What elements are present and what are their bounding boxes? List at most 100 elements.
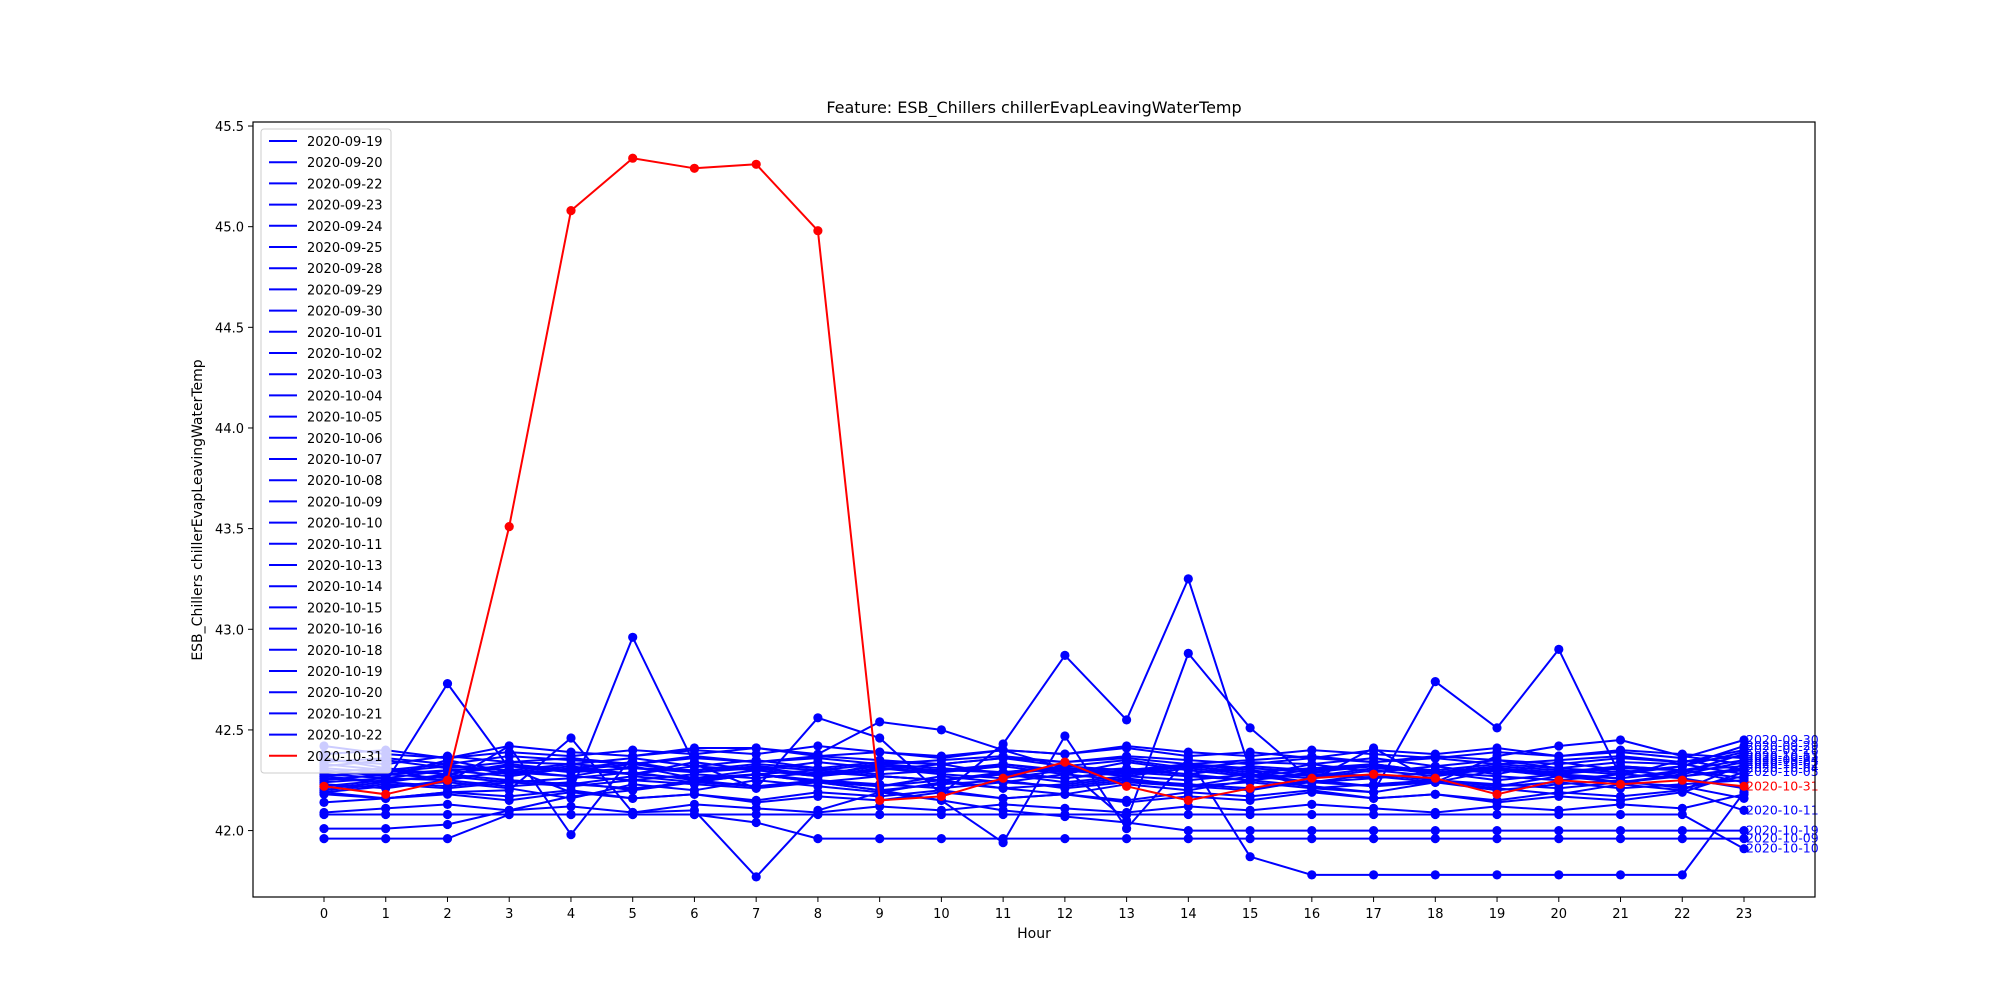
legend-label: 2020-10-20 (307, 686, 383, 701)
end-label: 2020-10-04 (1746, 760, 1819, 775)
y-axis-label: ESB_Chillers chillerEvapLeavingWaterTemp (190, 359, 206, 660)
data-point (1430, 751, 1440, 761)
data-point (1492, 751, 1502, 761)
legend-label: 2020-10-22 (307, 729, 383, 744)
data-point (998, 745, 1008, 755)
data-point (1307, 783, 1317, 793)
data-point (504, 522, 514, 532)
data-point (1307, 799, 1317, 810)
data-point (381, 809, 391, 820)
data-point (1183, 834, 1193, 844)
data-point (442, 809, 453, 820)
series-2020-10-22 (319, 731, 1749, 882)
data-point (1245, 826, 1255, 836)
data-point (936, 751, 947, 761)
data-point (1183, 574, 1193, 584)
data-point (689, 805, 700, 816)
legend-label: 2020-10-18 (307, 644, 383, 659)
end-label: 2020-09-24 (1746, 752, 1819, 767)
data-point (1122, 771, 1132, 781)
data-point (1430, 761, 1440, 771)
series-line (323, 767, 1745, 784)
data-point (1307, 759, 1317, 769)
legend-entry: 2020-10-14 (269, 580, 383, 595)
data-point (1122, 755, 1132, 765)
x-tick-label: 12 (1057, 907, 1074, 922)
data-point (319, 824, 329, 834)
x-tick-label: 19 (1489, 907, 1506, 922)
data-point (1183, 809, 1193, 820)
end-label: 2020-09-28 (1746, 742, 1819, 757)
end-label: 2020-10-05 (1746, 764, 1819, 779)
legend-entry: 2020-10-16 (269, 623, 383, 638)
x-tick-label: 5 (629, 907, 637, 922)
data-point (1245, 791, 1255, 802)
data-point (566, 809, 576, 820)
data-point (628, 632, 638, 642)
data-point (875, 757, 885, 767)
data-point (1677, 751, 1687, 761)
legend-entry: 2020-10-06 (269, 432, 383, 447)
data-point (566, 733, 576, 743)
data-point (381, 789, 391, 799)
data-point (1122, 795, 1132, 806)
data-point (813, 834, 823, 844)
legend-entry: 2020-09-22 (269, 177, 383, 192)
x-tick-label: 8 (814, 907, 822, 922)
data-point (1183, 787, 1193, 797)
legend-entry: 2020-10-21 (269, 707, 383, 722)
data-point (1677, 809, 1687, 820)
data-point (751, 872, 761, 882)
data-point (1060, 781, 1070, 791)
legend-label: 2020-09-25 (307, 241, 383, 256)
x-tick-label: 23 (1736, 907, 1753, 922)
legend-entry: 2020-10-18 (269, 644, 383, 659)
data-point (1369, 809, 1379, 820)
x-tick-label: 3 (505, 907, 513, 922)
legend-label: 2020-09-20 (307, 156, 383, 171)
data-point (319, 797, 329, 808)
series-line (323, 157, 1745, 802)
data-point (1245, 765, 1255, 775)
data-point (566, 759, 576, 769)
end-label: 2020-10-01 (1746, 750, 1819, 765)
series-line (323, 789, 1745, 812)
data-point (751, 159, 761, 169)
data-point (1492, 723, 1502, 733)
y-tick-label: 44.5 (215, 321, 244, 336)
data-point (1492, 834, 1502, 844)
data-point (1554, 783, 1564, 793)
legend-label: 2020-10-15 (307, 601, 383, 616)
legend-label: 2020-10-08 (307, 474, 383, 489)
data-point (504, 741, 514, 751)
data-point (1060, 811, 1070, 822)
data-point (813, 805, 823, 816)
data-point (1430, 870, 1440, 880)
x-tick-label: 9 (876, 907, 884, 922)
data-point (1615, 826, 1626, 836)
data-point (319, 834, 329, 844)
data-point (1677, 870, 1687, 880)
legend-entry: 2020-09-20 (269, 156, 383, 171)
legend-entry: 2020-10-13 (269, 559, 383, 574)
data-point (1060, 650, 1070, 661)
data-point (751, 817, 761, 828)
data-point (689, 777, 700, 787)
data-point (936, 834, 947, 844)
data-point (1245, 723, 1255, 733)
data-point (751, 795, 761, 806)
end-label: 2020-10-09 (1746, 831, 1819, 846)
data-point (1739, 844, 1749, 854)
data-point (936, 759, 947, 769)
legend-label: 2020-10-21 (307, 707, 383, 722)
data-point (689, 163, 700, 173)
data-point (1739, 781, 1749, 791)
data-point (1430, 826, 1440, 836)
series-line (323, 652, 1745, 836)
data-point (1060, 789, 1070, 799)
data-point (1615, 771, 1626, 781)
data-point (1245, 852, 1255, 862)
x-tick-label: 18 (1427, 907, 1444, 922)
data-point (1739, 805, 1749, 816)
data-point (998, 793, 1008, 804)
